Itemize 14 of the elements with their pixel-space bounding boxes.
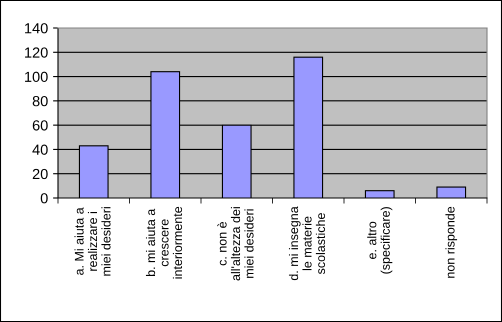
y-tick-label: 80 (32, 96, 48, 106)
x-tick-label: c. non è all'altezza dei miei desideri (217, 207, 254, 280)
y-tick-label: 20 (32, 168, 48, 180)
y-tick-label: 100 (25, 72, 48, 82)
x-tick-label: d. mi insegna le materie scolastiche (288, 206, 326, 280)
y-tick-label: 140 (25, 23, 48, 34)
y-tick-label: 120 (25, 47, 48, 58)
x-tick-label: non risponde (445, 206, 458, 278)
y-tick-label: 60 (32, 120, 48, 131)
x-tick-label: e. altro (specificare) (367, 207, 392, 274)
x-tick-label: b. mi aiuta a crescere interiormente (146, 206, 182, 278)
y-tick-label: 0 (40, 193, 48, 204)
x-tick-label: a. Mi aiuta a realizzare i miei desideri (74, 207, 111, 276)
y-tick-label: 40 (32, 144, 48, 155)
